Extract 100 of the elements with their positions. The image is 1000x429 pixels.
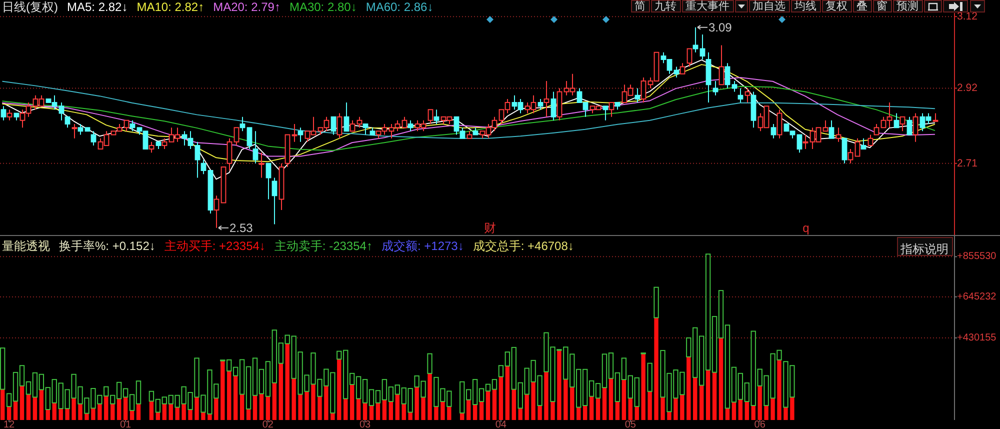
- candlestick: [428, 109, 434, 124]
- bar: [232, 366, 238, 376]
- bar: [58, 382, 64, 410]
- candlestick: [836, 127, 842, 142]
- candlestick: [246, 127, 252, 150]
- bar: [122, 388, 128, 398]
- candlestick: [860, 138, 866, 150]
- candlestick: [156, 141, 162, 150]
- bar: [104, 386, 109, 396]
- bar: [337, 359, 342, 420]
- bar: [582, 405, 588, 420]
- button: 叠: [853, 0, 872, 12]
- candlestick: [402, 116, 408, 128]
- bar: [394, 384, 400, 395]
- candlestick: [84, 127, 90, 132]
- bar: [621, 358, 627, 380]
- bar: [744, 401, 749, 420]
- bar: [110, 404, 115, 420]
- bar: [608, 378, 614, 420]
- y-tick-label: 2.92: [957, 82, 978, 94]
- candlestick: [634, 88, 640, 104]
- candlestick: [370, 127, 376, 136]
- bar: [258, 368, 264, 394]
- candlestick: [544, 80, 550, 118]
- candlestick: [64, 116, 70, 128]
- candlestick: [90, 130, 96, 146]
- candlestick: [770, 124, 776, 139]
- candlestick: [912, 112, 918, 142]
- bar: [182, 404, 186, 420]
- bar: [614, 372, 620, 402]
- bar: [226, 359, 232, 372]
- bar: [292, 378, 296, 420]
- candlestick: [868, 134, 874, 146]
- bar: [375, 390, 381, 404]
- bar: [602, 354, 608, 388]
- candlestick: [362, 124, 368, 136]
- title: 量能透视: [2, 239, 50, 253]
- candlestick: [700, 34, 706, 60]
- bar: [498, 365, 504, 378]
- bar: [116, 382, 122, 400]
- candlestick: [252, 130, 258, 164]
- title: 日线(复权): [2, 0, 58, 14]
- bar: [544, 332, 549, 372]
- candlestick: [472, 127, 478, 136]
- x-tick-label: 02: [262, 420, 274, 429]
- bar: [116, 398, 122, 420]
- bar: [310, 352, 316, 385]
- candlestick: [692, 26, 698, 53]
- candlestick: [802, 134, 808, 150]
- subtitle: 换手率%: +0.152↓: [59, 239, 156, 253]
- bar: [440, 388, 446, 402]
- bar: [246, 408, 251, 420]
- bar: [544, 372, 548, 420]
- bar: [78, 404, 82, 420]
- bar: [589, 396, 594, 420]
- bar: [479, 401, 484, 420]
- candlestick: [738, 88, 744, 104]
- bar: [149, 401, 154, 420]
- candlestick: [796, 134, 802, 154]
- note: 成交总手: +46708↓: [472, 239, 574, 253]
- bar: [259, 394, 264, 420]
- bar: [194, 358, 200, 398]
- button: 九转: [651, 0, 681, 12]
- bar: [278, 342, 284, 364]
- bar: [356, 398, 361, 420]
- bar: [512, 389, 516, 420]
- bar: [278, 363, 283, 420]
- bar: [634, 377, 640, 407]
- bar: [538, 405, 542, 420]
- bar: [699, 385, 704, 420]
- bar: [46, 410, 50, 420]
- bar: [764, 375, 769, 406]
- candlestick: [336, 112, 342, 139]
- candlestick: [278, 162, 284, 210]
- bar: [369, 405, 374, 420]
- note: 3.09: [708, 20, 732, 34]
- bar: [712, 372, 717, 420]
- bar: [732, 402, 736, 420]
- annotation: 指标说明: [900, 242, 948, 256]
- bar: [466, 389, 472, 400]
- bar: [324, 386, 328, 420]
- bar: [666, 372, 672, 412]
- bar: [362, 379, 368, 404]
- bar: [317, 378, 322, 397]
- bar: [460, 381, 465, 414]
- candlestick: [550, 91, 556, 121]
- bar: [214, 384, 219, 399]
- bar: [414, 375, 420, 388]
- bar: [777, 360, 782, 420]
- legend-item: 主动买手: +23354↓: [164, 239, 266, 253]
- bar: [240, 394, 244, 420]
- bar: [686, 356, 691, 420]
- candlestick: [266, 162, 272, 200]
- bar: [38, 374, 44, 390]
- x-tick-label: 03: [359, 420, 372, 429]
- candlestick: [848, 148, 854, 164]
- bar: [6, 393, 12, 407]
- y-tick-label: +855530: [957, 251, 997, 262]
- bar: [408, 388, 413, 413]
- candlestick: [130, 120, 136, 132]
